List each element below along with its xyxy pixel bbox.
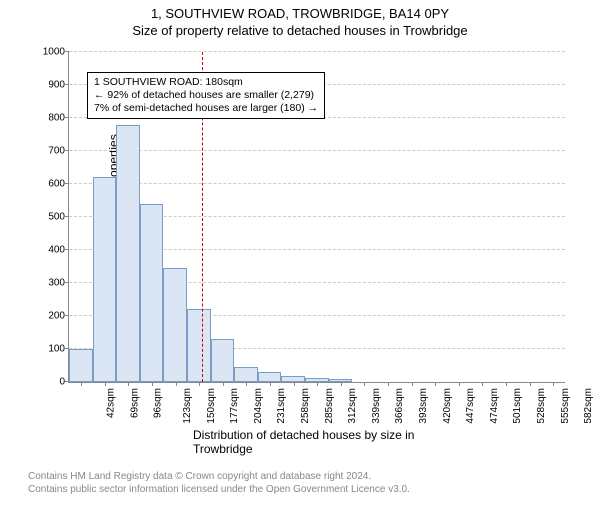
grid-line (69, 183, 565, 184)
histogram-bar (116, 125, 140, 382)
y-tick-label: 600 (48, 179, 65, 190)
chart-subtitle: Size of property relative to detached ho… (0, 23, 600, 38)
y-tick-label: 400 (48, 245, 65, 256)
x-tick-label: 69sqm (129, 388, 140, 418)
x-tick-label: 447sqm (465, 388, 476, 424)
histogram-bar (140, 204, 164, 382)
plot-area: Number of detached properties Distributi… (68, 52, 565, 383)
x-tick-label: 582sqm (583, 388, 594, 424)
x-tick-label: 366sqm (394, 388, 405, 424)
x-tick-label: 474sqm (489, 388, 500, 424)
histogram-bar (69, 349, 93, 382)
x-tick-label: 528sqm (536, 388, 547, 424)
attribution-line-2: Contains public sector information licen… (28, 484, 590, 497)
x-tick-label: 177sqm (229, 388, 240, 424)
x-tick-label: 123sqm (182, 388, 193, 424)
x-tick-label: 420sqm (442, 388, 453, 424)
histogram-bar (234, 367, 258, 382)
x-tick-label: 393sqm (418, 388, 429, 424)
x-tick-label: 204sqm (253, 388, 264, 424)
y-tick-label: 0 (59, 377, 65, 388)
y-tick-label: 300 (48, 278, 65, 289)
x-tick-label: 150sqm (206, 388, 217, 424)
grid-line (69, 150, 565, 151)
histogram-bar (93, 177, 117, 382)
info-line-1: 1 SOUTHVIEW ROAD: 180sqm (94, 76, 318, 89)
info-line-3: 7% of semi-detached houses are larger (1… (94, 102, 318, 115)
x-tick-label: 312sqm (347, 388, 358, 424)
grid-line (69, 51, 565, 52)
y-tick-label: 700 (48, 146, 65, 157)
y-tick-label: 900 (48, 80, 65, 91)
histogram-bar (211, 339, 235, 382)
x-tick-label: 285sqm (324, 388, 335, 424)
y-tick-label: 800 (48, 113, 65, 124)
x-tick-label: 501sqm (512, 388, 523, 424)
attribution: Contains HM Land Registry data © Crown c… (28, 471, 590, 496)
x-axis-label: Distribution of detached houses by size … (193, 428, 441, 456)
x-tick-label: 231sqm (277, 388, 288, 424)
chart-container: Number of detached properties Distributi… (20, 42, 580, 422)
info-line-2: ← 92% of detached houses are smaller (2,… (94, 89, 318, 102)
y-tick-label: 100 (48, 344, 65, 355)
x-tick-label: 96sqm (153, 388, 164, 418)
histogram-bar (187, 309, 211, 382)
address-line: 1, SOUTHVIEW ROAD, TROWBRIDGE, BA14 0PY (0, 6, 600, 21)
histogram-bar (258, 372, 282, 382)
x-tick-label: 339sqm (371, 388, 382, 424)
x-tick-label: 555sqm (560, 388, 571, 424)
y-tick-label: 200 (48, 311, 65, 322)
x-tick-label: 42sqm (106, 388, 117, 418)
x-tick-label: 258sqm (300, 388, 311, 424)
y-tick-label: 1000 (43, 47, 65, 58)
attribution-line-1: Contains HM Land Registry data © Crown c… (28, 471, 590, 484)
y-tick-label: 500 (48, 212, 65, 223)
info-box: 1 SOUTHVIEW ROAD: 180sqm ← 92% of detach… (87, 72, 325, 119)
histogram-bar (163, 268, 187, 382)
